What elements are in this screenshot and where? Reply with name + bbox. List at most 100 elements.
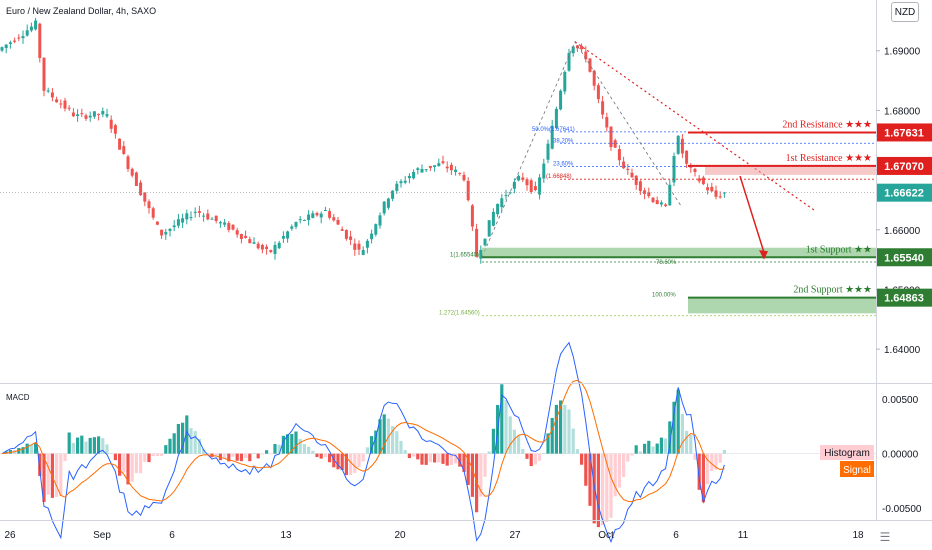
macd-histogram-bar [265,450,269,454]
macd-histogram-bar [172,433,176,454]
macd-histogram-bar [244,453,248,459]
macd-histogram-bar [21,447,25,454]
macd-histogram-bar [4,451,8,454]
candle-body [512,181,516,189]
macd-histogram-bar [693,453,697,460]
time-tick-label: 18 [852,530,864,541]
candle-body [151,208,155,218]
macd-histogram-bar [113,453,117,461]
currency-button[interactable]: NZD [891,2,919,22]
time-tick-label: Oct [598,530,614,541]
price-tick-label: 1.69000 [884,47,921,58]
candle-body [622,161,626,169]
descending-trendline [574,41,816,212]
candle-body [88,115,92,118]
candle-body [92,111,96,117]
macd-histogram-bar [504,399,508,454]
candle-body [319,213,323,218]
macd-histogram-bar [386,418,390,454]
candle-body [504,195,508,197]
macd-histogram-bar [399,440,403,454]
candle-body [63,100,67,109]
histogram-label: Histogram [824,448,870,459]
candle-body [542,163,546,179]
macd-histogram-bar [231,453,235,457]
macd-histogram-bar [622,453,626,477]
macd-histogram-bar [88,437,92,454]
macd-histogram-bar [214,453,218,456]
macd-histogram-bar [328,453,332,463]
macd-histogram-bar [542,453,546,454]
macd-histogram-bar [38,453,42,477]
macd-histogram-bar [554,404,558,454]
candle-body [244,235,248,238]
macd-histogram-bar [483,453,487,477]
macd-histogram-bar [286,434,290,454]
macd-histogram-bar [97,436,101,454]
candle-body [235,230,239,235]
macd-histogram-bar [508,416,512,454]
candle-body [580,45,584,50]
candle-body [491,211,495,226]
macd-histogram-bar [689,434,693,454]
macd-histogram-bar [634,445,638,454]
time-tick-label: 27 [509,530,521,541]
resistance-zone [705,165,876,175]
macd-histogram-bar [714,453,718,470]
macd-histogram-bar [307,446,311,454]
candle-body [412,171,416,179]
macd-histogram-bar [63,453,67,461]
candle-body [655,200,659,205]
macd-histogram-bar [34,442,38,454]
macd-histogram-bar [197,438,201,454]
macd-histogram-bar [130,453,134,482]
candle-body [672,156,676,183]
candle-body [617,149,621,161]
candle-body [55,99,59,103]
candle-body [248,239,252,244]
macd-histogram-bar [701,453,705,503]
candle-body [256,243,260,249]
macd-line [1,341,725,544]
macd-histogram-bar [302,444,306,454]
macd-histogram-bar [626,453,630,462]
macd-histogram-bar [416,453,420,460]
candle-body [638,181,642,192]
candle-body [458,172,462,174]
price-tick-label: 1.64000 [884,345,921,356]
macd-histogram-bar [403,450,407,454]
fib-label: 38.20% [553,138,574,144]
candle-body [172,225,176,228]
candle-body [193,211,197,213]
candle-body [315,213,319,216]
menu-icon[interactable]: ☰ [879,530,891,544]
macd-histogram-bar [470,453,474,497]
macd-histogram-bar [134,453,138,474]
macd-histogram-bar [676,389,680,454]
macd-histogram-bar [647,440,651,454]
macd-histogram-bar [538,453,542,461]
candle-body [0,47,4,51]
candle-body [701,177,705,185]
price-tick-label: 1.68000 [884,106,921,117]
macd-histogram-bar [59,453,63,496]
macd-histogram-bar [55,453,59,497]
candle-body [17,37,21,39]
macd-histogram-bar [630,453,634,456]
candle-body [584,51,588,60]
macd-histogram-bar [613,453,617,497]
macd-histogram-bar [151,453,155,457]
fib-label: (1.66848) [546,174,572,180]
macd-histogram-bar [391,426,395,454]
candle-body [340,229,344,231]
macd-histogram-bar [445,453,449,466]
candle-body [97,113,101,115]
time-tick-label: 13 [280,530,292,541]
macd-tick-label: 0.00500 [882,395,919,406]
macd-histogram-bar [105,444,109,454]
candle-body [214,215,218,222]
macd-histogram-bar [8,450,12,454]
macd-histogram-bar [139,453,143,474]
